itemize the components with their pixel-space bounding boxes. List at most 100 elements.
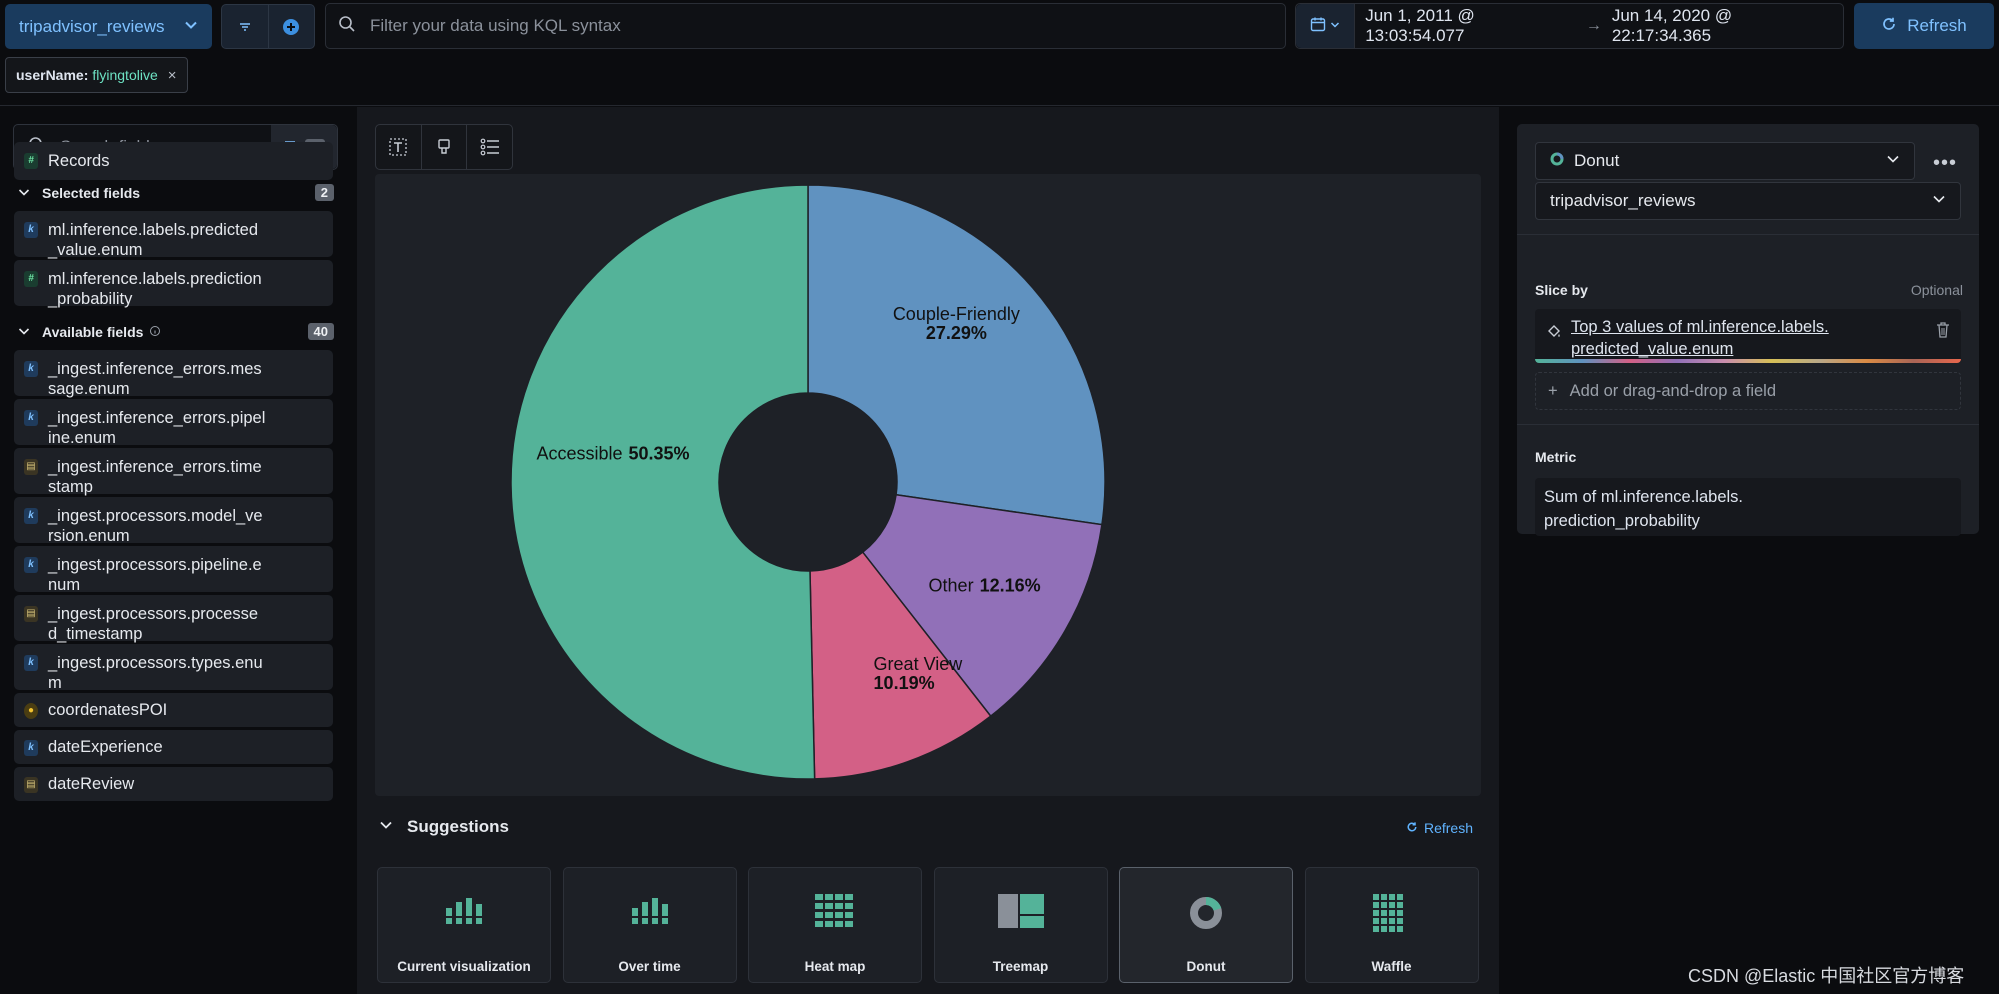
kql-search-input[interactable]: Filter your data using KQL syntax (325, 3, 1286, 49)
add-field-label: Add or drag-and-drop a field (1569, 381, 1777, 400)
field-item[interactable]: k dateExperience (14, 730, 333, 764)
selected-fields-header[interactable]: Selected fields 2 (18, 184, 334, 201)
slice-label: Great View 10.19% (874, 654, 964, 693)
chart-type-select[interactable]: Donut (1535, 142, 1915, 180)
field-name-line: _ingest.processors.processe (48, 605, 259, 623)
refresh-label: Refresh (1423, 820, 1473, 836)
suggestion-card[interactable]: Current visualization (377, 867, 551, 983)
chart-area: Couple-Friendly 27.29% Other 12.16% Great Vi… (375, 174, 1481, 796)
field-name-line: _probability (48, 290, 133, 308)
slice-name: Great View (874, 654, 964, 674)
available-fields-header[interactable]: Available fields 40 (18, 323, 334, 340)
field-name-line: num (48, 576, 81, 594)
chevron-down-icon (18, 324, 30, 340)
field-item-records[interactable]: # Records (14, 142, 333, 180)
config-panel: Donut ••• tripadvisor_reviews Slice by O… (1499, 107, 1999, 994)
field-label: coordenatesPOI (48, 700, 167, 720)
trash-icon[interactable] (1935, 321, 1951, 344)
field-name-line: _ingest.processors.pipeline.e (48, 556, 262, 574)
chevron-down-icon (379, 817, 393, 837)
suggestions-refresh-button[interactable]: Refresh (1406, 820, 1473, 836)
field-item[interactable]: ● coordenatesPOI (14, 693, 333, 727)
suggestion-card[interactable]: Donut (1119, 867, 1293, 983)
filter-actions (221, 4, 315, 49)
text-format-button[interactable] (376, 125, 422, 169)
legend-list-button[interactable] (467, 125, 512, 169)
field-item[interactable]: k _ingest.processors.model_ve rsion.enum (14, 497, 333, 545)
suggestion-label: Over time (618, 959, 681, 974)
add-filter-button[interactable] (269, 5, 315, 48)
start-date[interactable]: Jun 1, 2011 @ 13:03:54.077 (1365, 6, 1475, 45)
filter-menu-button[interactable] (222, 5, 269, 48)
refresh-button[interactable]: Refresh (1854, 3, 1994, 49)
suggestion-card[interactable]: Treemap (933, 867, 1108, 983)
field-name-line: _value.enum (48, 241, 143, 259)
metric-dimension[interactable]: Sum of ml.inference.labels. prediction_p… (1535, 478, 1961, 536)
count-badge: 40 (307, 323, 334, 340)
date-type-icon: ▤ (24, 606, 38, 622)
slice-label: Couple-Friendly 27.29% (893, 304, 1020, 343)
optional-label: Optional (1910, 282, 1963, 298)
field-name-line: _ingest.inference_errors.time (48, 458, 262, 476)
field-item[interactable]: k _ingest.inference_errors.mes sage.enum (14, 350, 333, 398)
field-item[interactable]: ▤ _ingest.processors.processe d_timestamp (14, 595, 333, 643)
suggestions-header[interactable]: Suggestions (379, 817, 509, 837)
filter-pill-value: flyingtolive (92, 67, 158, 83)
suggestion-card[interactable]: Over time (562, 867, 737, 983)
metric-line: Sum of ml.inference.labels. (1544, 488, 1744, 506)
suggestion-card[interactable]: Heat map (748, 867, 922, 983)
chevron-down-icon (1886, 151, 1900, 171)
suggestion-label: Donut (1186, 959, 1226, 974)
refresh-icon (1406, 820, 1418, 836)
refresh-label: Refresh (1907, 16, 1967, 35)
field-item[interactable]: k _ingest.processors.pipeline.e num (14, 546, 333, 594)
field-label: ml.inference.labels.predicted _value.enum (48, 220, 258, 260)
paint-bucket-icon[interactable] (1545, 323, 1563, 346)
divider (1517, 424, 1979, 425)
dataview-select[interactable]: tripadvisor_reviews (1535, 182, 1961, 220)
add-field-dropzone[interactable]: + Add or drag-and-drop a field (1535, 372, 1961, 410)
more-options-icon[interactable]: ••• (1933, 152, 1958, 174)
dataview-picker[interactable]: tripadvisor_reviews (5, 4, 212, 49)
slice-by-text[interactable]: Top 3 values of ml.inference.labels. pre… (1571, 316, 1901, 360)
search-icon (338, 15, 356, 38)
slice-label: Other 12.16% (929, 575, 1041, 595)
date-picker: Jun 1, 2011 @ 13:03:54.077 → Jun 14, 202… (1295, 3, 1844, 49)
field-item[interactable]: k _ingest.inference_errors.pipel ine.enum (14, 399, 333, 447)
field-item[interactable]: k ml.inference.labels.predicted _value.enu… (14, 211, 333, 260)
slice-percent: 50.35% (629, 443, 690, 463)
field-name-line: d_timestamp (48, 625, 143, 643)
field-name-line: ml.inference.labels.predicted (48, 221, 259, 239)
quick-select-button[interactable] (1296, 4, 1356, 48)
filter-pill[interactable]: userName: flyingtolive × (5, 57, 188, 93)
paint-icon[interactable] (422, 125, 468, 169)
field-item[interactable]: k _ingest.processors.types.enu m (14, 644, 333, 692)
field-item[interactable]: # ml.inference.labels.prediction _probabil… (14, 260, 333, 308)
metric-label: Metric (1535, 449, 1577, 465)
field-item[interactable]: ▤ _ingest.inference_errors.time stamp (14, 448, 333, 497)
donut-chart[interactable]: Couple-Friendly 27.29% Other 12.16% Great Vi… (375, 174, 1481, 796)
close-icon[interactable]: × (167, 66, 177, 84)
suggestion-label: Current visualization (397, 959, 531, 974)
slice-name: Couple-Friendly (893, 304, 1020, 324)
end-date[interactable]: Jun 14, 2020 @ 22:17:34.365 (1611, 6, 1733, 45)
field-name-line: _ingest.inference_errors.mes (48, 360, 262, 378)
keyword-type-icon: k (24, 508, 38, 524)
query-bar: tripadvisor_reviews Filter your data usi… (0, 0, 1999, 106)
suggestion-card[interactable]: Waffle (1304, 867, 1479, 983)
calendar-icon (1310, 16, 1326, 37)
field-item[interactable]: ▤ dateReview (14, 767, 333, 801)
field-name-line: _ingest.processors.types.enu (48, 654, 263, 672)
count-badge: 2 (314, 184, 334, 201)
slice-by-dimension[interactable]: Top 3 values of ml.inference.labels. pre… (1535, 309, 1961, 363)
waffle-icon (1306, 894, 1478, 932)
field-label: _ingest.inference_errors.time stamp (48, 457, 262, 497)
keyword-type-icon: k (24, 361, 38, 377)
slice-percent: 10.19% (874, 673, 935, 693)
field-name-line: sage.enum (48, 380, 130, 398)
workspace-toolbar (375, 124, 513, 170)
keyword-type-icon: k (24, 740, 38, 756)
watermark: CSDN @Elastic 中国社区官方博客 (1688, 966, 1965, 986)
workspace: Couple-Friendly 27.29% Other 12.16% Great Vi… (357, 107, 1499, 994)
field-list-panel: Search field names 0 # Records Selected … (0, 107, 352, 994)
